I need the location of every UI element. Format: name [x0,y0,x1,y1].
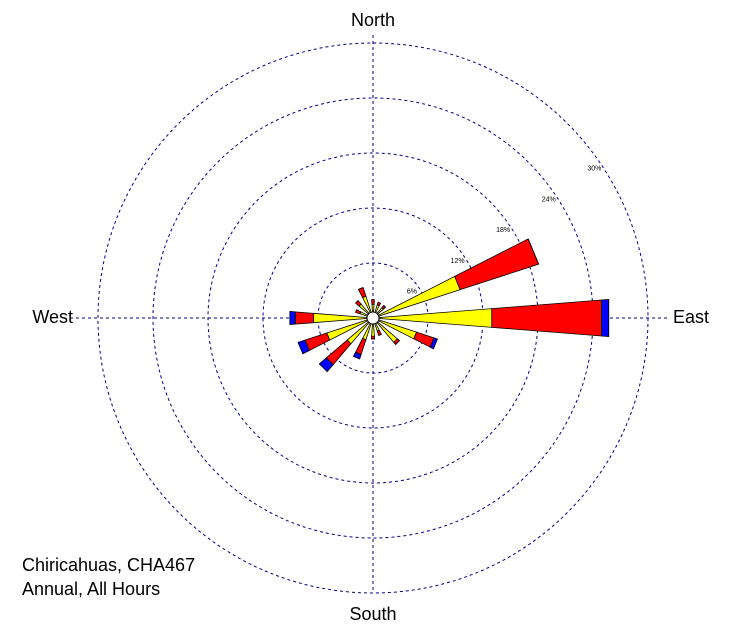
wedge-segment [355,300,359,304]
wedge-segment [370,335,376,340]
r-tick-label: 24% [542,196,556,203]
wedge-segment [358,287,364,290]
annotation: Chiricahuas, CHA467 [22,555,195,575]
wedge-segment [352,351,362,360]
wedge-segment [289,311,296,325]
direction-label: North [351,10,395,30]
calm-circle [366,311,380,325]
wedge-segment [371,299,375,305]
r-tick-label: 18% [496,227,510,234]
direction-label: South [349,604,396,624]
wedge-segment [378,333,382,336]
wedge-segment [429,337,439,350]
wedge-segment [395,340,400,345]
bars [289,238,610,373]
wedge-segment [355,309,358,313]
wedge-segment [601,299,610,337]
r-tick-label: 6% [407,289,417,296]
r-tick-label: 12% [451,258,465,265]
wedge-segment [294,311,315,325]
wedge-segment [318,357,334,373]
direction-label: East [673,307,709,327]
wedge-segment [527,238,540,265]
wedge-segment [377,301,381,304]
r-tick-label: 30% [587,166,601,173]
annotation: Annual, All Hours [22,579,160,599]
wedge-segment [383,305,386,308]
labels: 6% 12% 18% 24% 30% North East South West [32,10,709,624]
grid-ring [97,42,649,594]
direction-label: West [32,307,73,327]
wedge-segment [297,339,310,355]
